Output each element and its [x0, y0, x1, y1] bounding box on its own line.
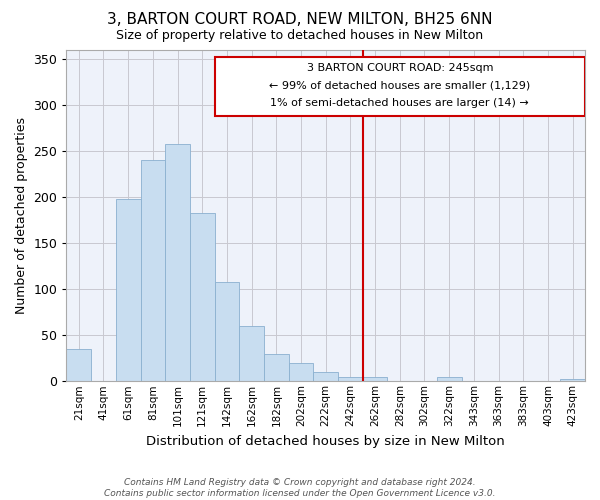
Bar — [67, 349, 91, 382]
Text: 1% of semi-detached houses are larger (14) →: 1% of semi-detached houses are larger (1… — [271, 98, 529, 108]
Bar — [215, 282, 239, 382]
Text: ← 99% of detached houses are smaller (1,129): ← 99% of detached houses are smaller (1,… — [269, 80, 530, 90]
Text: Contains HM Land Registry data © Crown copyright and database right 2024.
Contai: Contains HM Land Registry data © Crown c… — [104, 478, 496, 498]
Bar — [289, 363, 313, 382]
Bar — [363, 376, 388, 382]
X-axis label: Distribution of detached houses by size in New Milton: Distribution of detached houses by size … — [146, 434, 505, 448]
Text: Size of property relative to detached houses in New Milton: Size of property relative to detached ho… — [116, 29, 484, 42]
Bar — [239, 326, 264, 382]
Bar — [116, 199, 140, 382]
FancyBboxPatch shape — [215, 58, 585, 116]
Bar — [338, 376, 363, 382]
Text: 3, BARTON COURT ROAD, NEW MILTON, BH25 6NN: 3, BARTON COURT ROAD, NEW MILTON, BH25 6… — [107, 12, 493, 26]
Bar — [165, 144, 190, 382]
Bar — [437, 376, 461, 382]
Bar — [313, 372, 338, 382]
Y-axis label: Number of detached properties: Number of detached properties — [15, 117, 28, 314]
Bar — [264, 354, 289, 382]
Text: 3 BARTON COURT ROAD: 245sqm: 3 BARTON COURT ROAD: 245sqm — [307, 63, 493, 73]
Bar — [560, 378, 585, 382]
Bar — [140, 160, 165, 382]
Bar — [190, 213, 215, 382]
